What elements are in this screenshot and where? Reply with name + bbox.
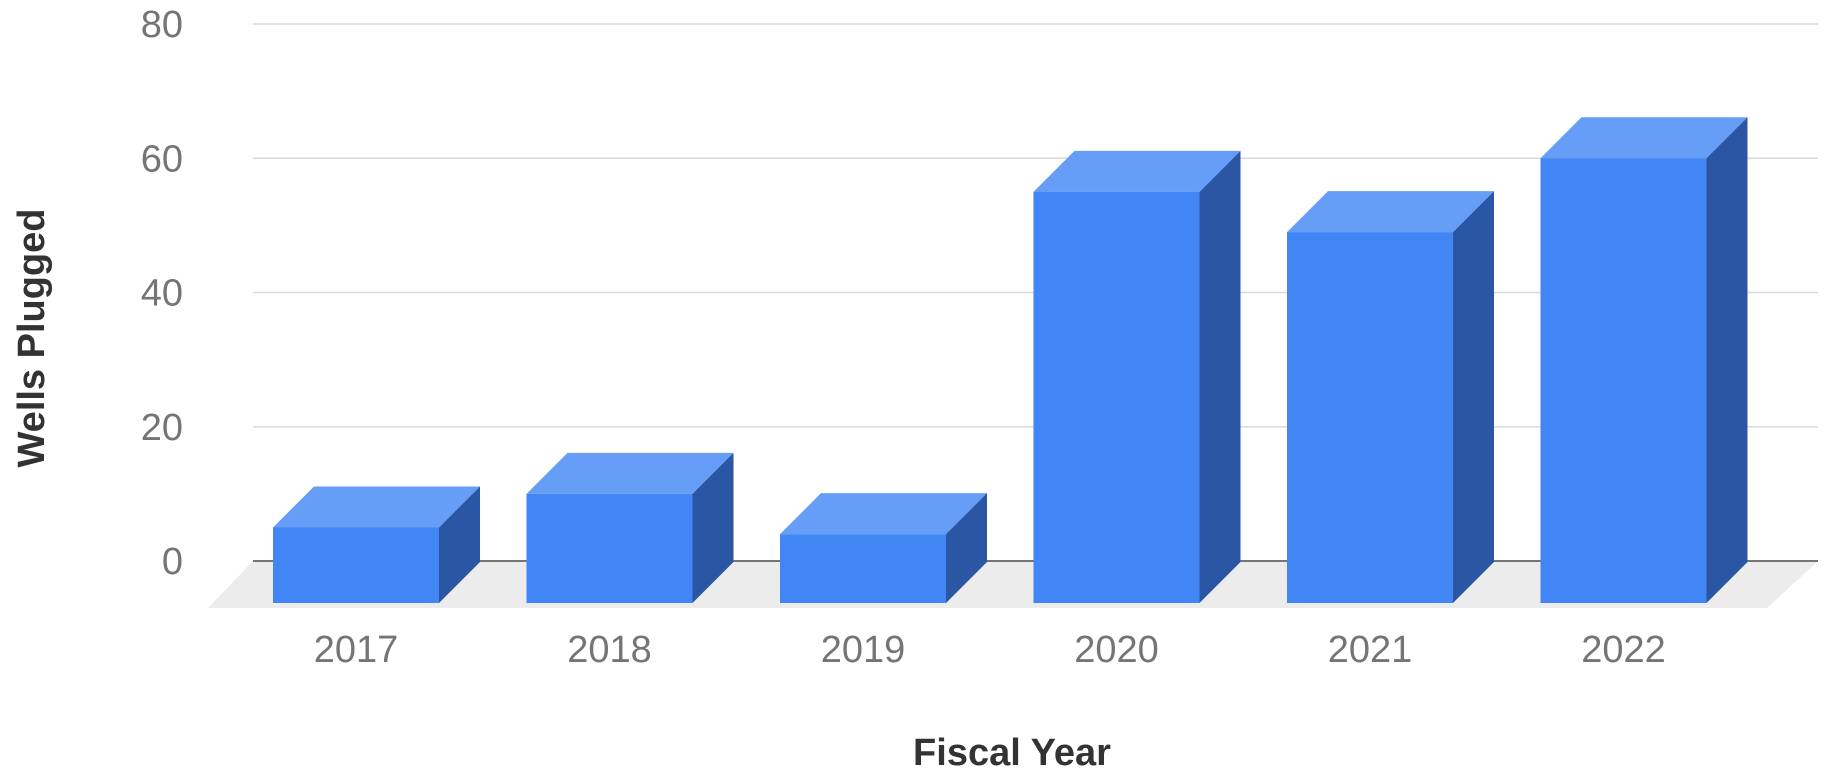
bar-side-face	[692, 452, 734, 603]
bar-front-face	[1287, 232, 1453, 603]
bar-front-face	[1033, 191, 1200, 603]
bar-top-face	[526, 452, 734, 494]
x-axis-title: Fiscal Year	[913, 732, 1111, 774]
bar-top-face	[1540, 117, 1748, 159]
bar-side-face	[946, 493, 987, 603]
x-tick-label: 2022	[1581, 629, 1666, 671]
bar-side-face	[439, 486, 480, 603]
bar-side-face	[1199, 150, 1241, 603]
bar	[780, 493, 987, 603]
y-axis-title: Wells Plugged	[11, 208, 53, 467]
x-axis-ticks: 2017 2018 2019 2020 2021 2022	[314, 629, 1666, 671]
y-tick-label: 80	[141, 4, 183, 46]
bar-top-face	[1033, 150, 1241, 192]
x-tick-label: 2019	[821, 629, 906, 671]
bar-top-face	[780, 493, 987, 535]
bar	[1287, 191, 1494, 603]
bars	[273, 117, 1748, 603]
bar-side-face	[1453, 191, 1494, 603]
bar-front-face	[526, 493, 693, 603]
bar	[273, 486, 480, 603]
bar-side-face	[1706, 117, 1748, 603]
y-tick-label: 40	[141, 273, 183, 315]
x-tick-label: 2017	[314, 629, 399, 671]
y-axis-ticks: 0 20 40 60 80	[141, 4, 183, 583]
bar-front-face	[1540, 158, 1707, 603]
x-tick-label: 2020	[1074, 629, 1159, 671]
bar-top-face	[1287, 191, 1494, 233]
bar	[1540, 117, 1748, 603]
bar	[1033, 150, 1241, 603]
bar-top-face	[273, 486, 480, 528]
bar-front-face	[780, 534, 946, 603]
bar	[526, 452, 734, 603]
y-tick-label: 0	[162, 541, 183, 583]
bar-front-face	[273, 527, 439, 603]
y-tick-label: 20	[141, 407, 183, 449]
x-tick-label: 2018	[567, 629, 652, 671]
y-tick-label: 60	[141, 138, 183, 180]
x-tick-label: 2021	[1328, 629, 1413, 671]
